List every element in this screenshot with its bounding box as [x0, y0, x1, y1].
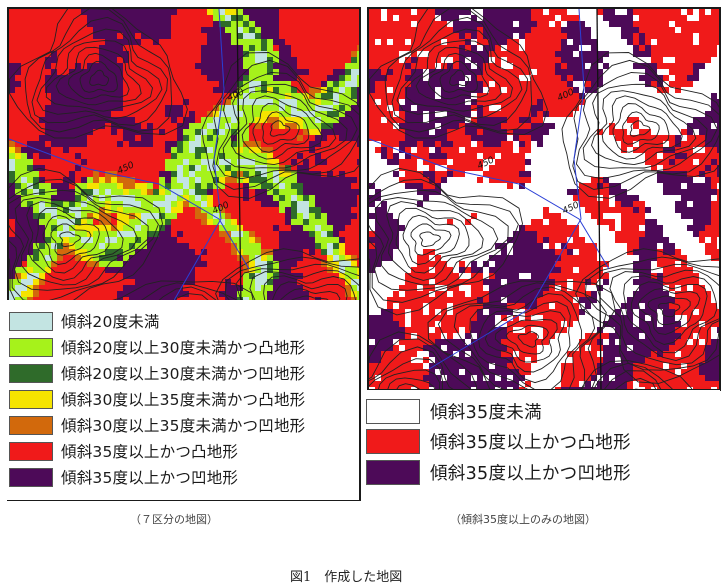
legend-label: 傾斜35度以上かつ凹地形 — [61, 469, 239, 487]
seven-class-legend: 傾斜20度未満 傾斜20度以上30度未満かつ凸地形 傾斜20度以上30度未満かつ… — [7, 300, 359, 500]
legend-swatch — [366, 399, 420, 424]
legend-item: 傾斜20度以上30度未満かつ凸地形 — [7, 336, 305, 358]
legend-item: 傾斜35度未満 — [364, 399, 542, 424]
legend-swatch — [9, 337, 53, 357]
legend-swatch — [9, 311, 53, 331]
right-map-caption: （傾斜35度以上のみの地図） — [450, 513, 596, 526]
figure-caption: 図1 作成した地図 — [290, 570, 403, 585]
legend-item: 傾斜35度以上かつ凸地形 — [7, 440, 238, 462]
contour-lines — [369, 9, 719, 389]
legend-swatch — [9, 467, 53, 487]
stream-lines — [369, 9, 610, 370]
map-grid-line — [596, 9, 602, 389]
legend-item: 傾斜35度以上かつ凹地形 — [7, 466, 238, 488]
left-map-caption: （７区分の地図） — [130, 513, 218, 526]
legend-item: 傾斜35度以上かつ凹地形 — [364, 460, 631, 485]
legend-item: 傾斜30度以上35度未満かつ凸地形 — [7, 388, 305, 410]
legend-swatch — [9, 389, 53, 409]
legend-label: 傾斜35度以上かつ凹地形 — [430, 464, 631, 484]
legend-label: 傾斜35度以上かつ凸地形 — [430, 433, 631, 453]
legend-item: 傾斜35度以上かつ凸地形 — [364, 429, 631, 454]
legend-label: 傾斜20度以上30度未満かつ凸地形 — [61, 339, 306, 357]
legend-swatch — [366, 429, 420, 454]
legend-item: 傾斜30度以上35度未満かつ凹地形 — [7, 414, 305, 436]
steep-slope-map: 400 450 450 — [367, 7, 721, 391]
legend-label: 傾斜35度未満 — [430, 403, 542, 423]
legend-label: 傾斜30度以上35度未満かつ凸地形 — [61, 391, 306, 409]
legend-label: 傾斜20度以上30度未満かつ凹地形 — [61, 365, 306, 383]
terrain-grid — [369, 9, 719, 389]
legend-swatch — [9, 415, 53, 435]
legend-swatch — [9, 441, 53, 461]
legend-label: 傾斜30度以上35度未満かつ凹地形 — [61, 417, 306, 435]
seven-class-map: 400 450 400 — [7, 7, 361, 501]
legend-label: 傾斜35度以上かつ凸地形 — [61, 443, 239, 461]
legend-item: 傾斜20度未満 — [7, 310, 160, 332]
legend-label: 傾斜20度未満 — [61, 313, 160, 331]
steep-slope-legend: 傾斜35度未満 傾斜35度以上かつ凸地形 傾斜35度以上かつ凹地形 — [364, 390, 720, 500]
legend-swatch — [9, 363, 53, 383]
map-grid-line — [236, 9, 242, 310]
legend-swatch — [366, 460, 420, 485]
legend-item: 傾斜20度以上30度未満かつ凹地形 — [7, 362, 305, 384]
